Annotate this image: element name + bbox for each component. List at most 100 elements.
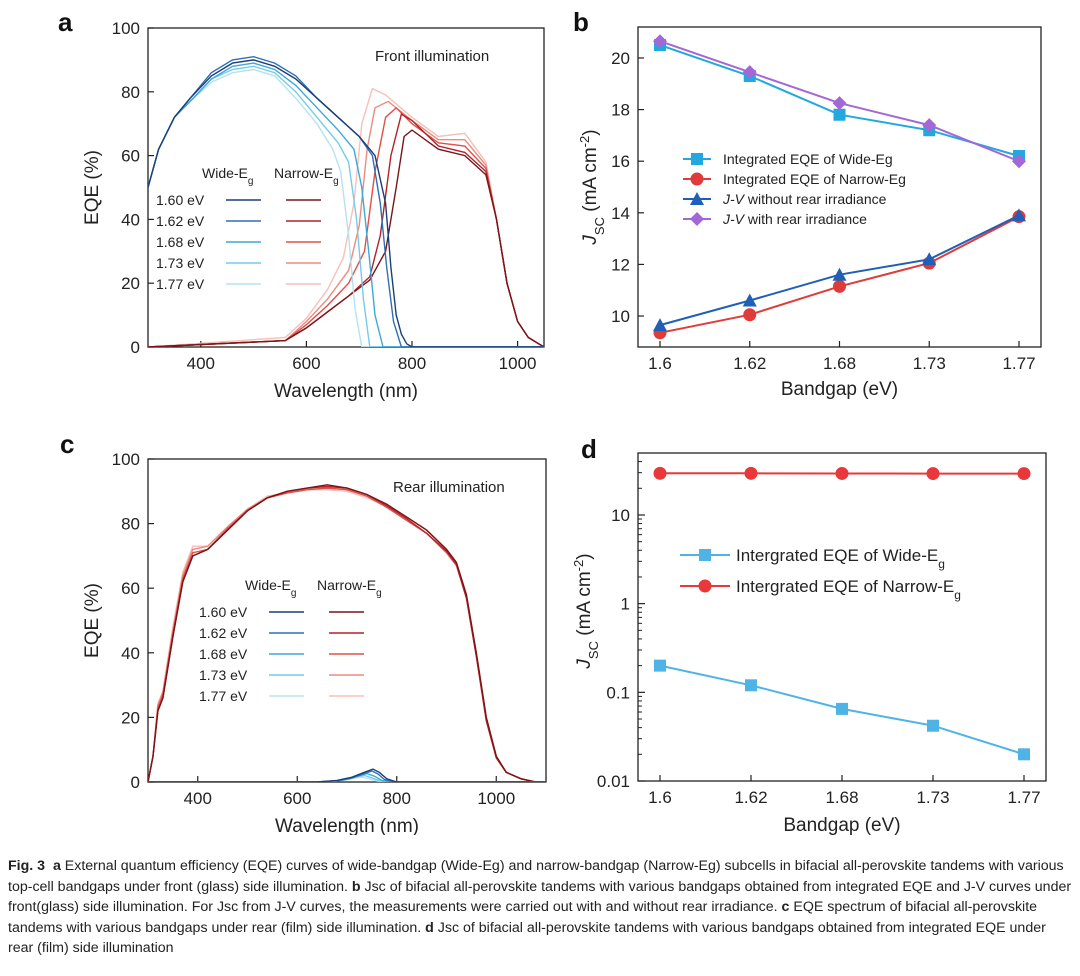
b-point-0-2 (833, 108, 846, 121)
a-legend-header-0: Wide-Eg (202, 165, 253, 187)
d-ytick-label-2: 1 (621, 595, 630, 614)
a-narrow-line-2 (148, 106, 544, 347)
panel-d-letter: d (581, 434, 597, 464)
caption-b-text: Jsc of bifacial all-perovskite tandems w… (8, 878, 1072, 916)
c-series-group (148, 484, 546, 782)
d-point-1-1 (744, 466, 758, 480)
b-ytick-label-2: 14 (611, 204, 630, 223)
b-xlabel: Bandgap (eV) (781, 379, 898, 400)
b-ylabel: JSC (mA cm-2) (577, 129, 607, 245)
c-wide-line-0 (148, 768, 546, 782)
c-ytick-label-0: 0 (131, 773, 140, 792)
b-xtick-label-4: 1.77 (1002, 354, 1035, 373)
panel-b-letter: b (573, 7, 589, 37)
a-axes-frame (147, 27, 545, 348)
b-point-3-4 (1012, 154, 1026, 169)
d-point-0-0 (654, 659, 666, 672)
c-xtick-label-1: 600 (283, 789, 311, 808)
c-wide-line-1 (148, 770, 546, 782)
a-ytick-label-4: 80 (121, 83, 140, 102)
a-legend-label-0: 1.60 eV (156, 192, 205, 208)
b-ytick-label-3: 16 (611, 152, 630, 171)
c-ytick-label-2: 40 (121, 644, 140, 663)
a-xtick-label-1: 600 (292, 354, 320, 373)
c-legend-label-3: 1.73 eV (199, 667, 248, 683)
a-xlabel: Wavelength (nm) (274, 381, 418, 402)
c-legend-label-0: 1.60 eV (199, 604, 248, 620)
caption-fig-label: Fig. 3 (8, 858, 46, 874)
b-point-3-2 (832, 96, 847, 111)
b-axes-frame (637, 26, 1042, 348)
b-xtick-label-2: 1.68 (823, 354, 856, 373)
panel-d-jsc-rear: d 1.6 1.62 1.68 1.73 1.77 0.01 0.1 1 10 Bandgap (… (571, 434, 1047, 835)
d-xlabel: Bandgap (eV) (783, 815, 900, 835)
d-point-0-3 (927, 719, 939, 732)
b-point-3-0 (653, 34, 667, 49)
b-ytick-label-1: 12 (611, 255, 630, 274)
panel-c-rear-eqe: c 400 600 800 1000 0 20 40 60 80 100 Wavelength (n… (60, 429, 547, 835)
c-ytick-label-3: 60 (121, 579, 140, 598)
d-point-0-1 (745, 679, 757, 692)
b-point-1-2 (833, 279, 846, 293)
caption-d-label: d (425, 919, 434, 936)
b-legend-marker-2 (690, 192, 704, 205)
a-ylabel: EQE (%) (82, 150, 103, 225)
b-legend-marker-1 (690, 172, 704, 186)
b-xtick-label-3: 1.73 (913, 354, 946, 373)
b-legend-marker-3 (690, 212, 704, 226)
panel-c-letter: c (60, 429, 74, 459)
panel-d-plot: 1.6 1.62 1.68 1.73 1.77 0.01 0.1 1 10 Bandgap (eV… (571, 452, 1047, 835)
b-point-2-4 (1012, 208, 1026, 222)
b-ytick-label-5: 20 (611, 49, 630, 68)
a-legend-label-2: 1.68 eV (156, 234, 205, 250)
b-point-3-1 (742, 65, 757, 80)
c-axes-frame (147, 458, 547, 783)
caption-c-text: EQE spectrum of bifacial all-perovskite … (8, 899, 1038, 936)
d-legend-marker-0 (699, 549, 711, 561)
b-legend-label-1: Integrated EQE of Narrow-Eg (723, 171, 906, 187)
panel-b-jsc-front: b 1.6 1.62 1.68 1.73 1.77 10 12 14 16 18 20 Bandgap… (573, 7, 1042, 400)
a-ytick-label-2: 40 (121, 210, 140, 229)
a-legend-label-4: 1.77 eV (156, 276, 205, 292)
b-point-1-1 (743, 308, 757, 322)
d-point-1-0 (653, 466, 667, 480)
b-point-3-3 (922, 118, 937, 133)
c-ylabel: EQE (%) (82, 583, 103, 658)
b-legend-label-0: Integrated EQE of Wide-Eg (723, 151, 893, 167)
a-wide-line-1 (148, 55, 544, 347)
d-ytick-label-0: 0.01 (597, 772, 630, 791)
c-legend-label-2: 1.68 eV (199, 646, 248, 662)
a-annotation: Front illumination (375, 48, 489, 65)
panel-b-plot: 1.6 1.62 1.68 1.73 1.77 10 12 14 16 18 20 Bandgap (… (577, 26, 1042, 400)
panel-a-letter: a (58, 7, 73, 37)
a-ytick-label-5: 100 (112, 19, 140, 38)
b-legend-marker-0 (691, 153, 703, 165)
c-legend-label-4: 1.77 eV (199, 688, 248, 704)
panel-a-plot: 400 600 800 1000 0 20 40 60 80 100 Wavelength (nm)… (82, 19, 545, 402)
b-point-2-0 (653, 318, 667, 332)
d-legend-marker-1 (698, 579, 712, 593)
d-point-0-2 (836, 702, 848, 715)
a-legend-header-1: Narrow-Eg (274, 165, 339, 187)
a-wide-line-0 (148, 59, 544, 347)
b-legend-label-2: J-V without rear irradiance (722, 191, 887, 207)
d-xtick-label-3: 1.73 (916, 788, 949, 807)
a-wide-line-2 (148, 62, 544, 347)
d-ylabel: JSC (mA cm-2) (571, 553, 601, 669)
a-legend-label-1: 1.62 eV (156, 213, 205, 229)
panel-c-plot: 400 600 800 1000 0 20 40 60 80 100 Wavelength (nm)… (82, 450, 547, 835)
caption-a-label: a (52, 858, 61, 874)
b-legend-label-3: J-V with rear irradiance (722, 211, 867, 227)
c-ytick-label-5: 100 (112, 450, 140, 469)
d-xtick-label-4: 1.77 (1007, 788, 1040, 807)
a-ytick-label-0: 0 (131, 338, 140, 357)
d-legend-label-1: Intergrated EQE of Narrow-Eg (736, 577, 961, 602)
c-xtick-label-0: 400 (184, 789, 212, 808)
b-point-2-1 (742, 293, 757, 307)
b-xtick-label-0: 1.6 (648, 354, 672, 373)
c-xtick-label-3: 1000 (477, 789, 515, 808)
a-xtick-label-0: 400 (187, 354, 215, 373)
d-point-0-4 (1018, 748, 1030, 761)
d-point-1-2 (835, 466, 849, 480)
d-xtick-label-0: 1.6 (648, 788, 672, 807)
